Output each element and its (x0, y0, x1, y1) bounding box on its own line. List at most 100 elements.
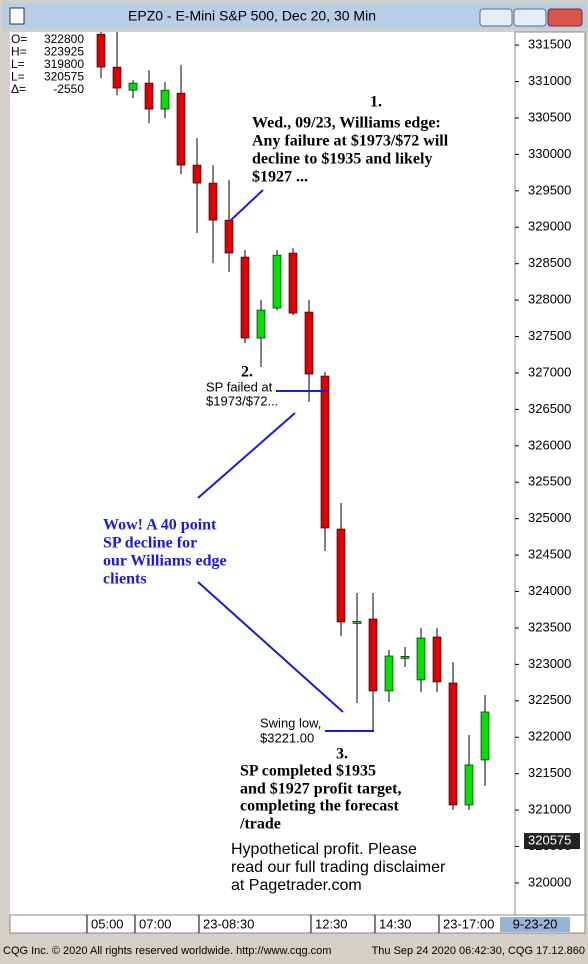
info-value: -2550 (53, 82, 84, 96)
annotation-line: clients (103, 571, 147, 588)
x-tick-label: 12:30 (315, 916, 348, 931)
candle-body (208, 182, 218, 221)
y-tick-label: 326000 (528, 437, 571, 452)
candle-body (144, 82, 154, 110)
y-tick-label: 330000 (528, 146, 571, 161)
x-tick-label: 07:00 (139, 916, 172, 931)
maximize-button[interactable] (513, 8, 547, 27)
disclaimer-line: at Pagetrader.com (231, 877, 362, 894)
candle-body (400, 656, 410, 659)
candle-body (112, 66, 122, 89)
candle-body (336, 528, 346, 623)
candle-body (384, 655, 394, 692)
info-value: 322800 (44, 32, 84, 46)
info-value: 319800 (44, 57, 84, 71)
y-tick-label: 324500 (528, 547, 571, 562)
annotation-line: completing the forecast (240, 798, 399, 815)
y-tick-label: 330500 (528, 109, 571, 124)
y-tick-label: 323000 (528, 656, 571, 671)
candle-body (464, 764, 474, 806)
candle-body (304, 311, 314, 375)
candle-body (416, 637, 426, 681)
y-tick-label: 327500 (528, 328, 571, 343)
y-tick-label: 331500 (528, 37, 571, 52)
candle-body (240, 256, 250, 339)
info-box (10, 33, 86, 99)
x-axis-area (9, 914, 586, 934)
annotation-lines (197, 189, 374, 732)
annotation-line: SP failed at (206, 379, 273, 394)
y-tick-label: 320000 (528, 874, 571, 889)
annotation-number: 2. (241, 364, 253, 381)
y-tick-label: 321500 (528, 765, 571, 780)
x-tick-label: 23-17:00 (443, 916, 494, 931)
candle-body (352, 621, 362, 624)
y-tick-label: 324000 (528, 583, 571, 598)
annotation-line: Wow! A 40 point (103, 517, 217, 534)
info-label: H= (11, 45, 27, 59)
disclaimer-line: read our full trading disclaimer (231, 859, 446, 876)
y-tick-label: 321000 (528, 802, 571, 817)
annotation-line: decline to $1935 and likely (252, 151, 432, 168)
y-tick-label: 325500 (528, 474, 571, 489)
annotation-line: Wed., 09/23, Williams edge: (252, 115, 441, 132)
annotation-number: 1. (370, 94, 382, 111)
candle-body (320, 375, 330, 529)
pointer (197, 581, 344, 713)
x-tick-label: 14:30 (379, 916, 412, 931)
x-tick-label: 05:00 (91, 916, 124, 931)
y-tick-label: 323500 (528, 619, 571, 634)
candle-body (224, 219, 234, 254)
info-label: L= (11, 57, 25, 71)
annotation-line: SP decline for (103, 535, 197, 552)
candle-body (448, 682, 458, 806)
annotation-line: our Williams edge (103, 553, 227, 570)
plot-area (10, 32, 515, 915)
y-tick-label: 328000 (528, 292, 571, 307)
candle-body (96, 33, 106, 68)
y-tick-label: 331000 (528, 73, 571, 88)
info-value: 320575 (44, 70, 84, 84)
candle-body (256, 309, 266, 339)
candle-body (288, 252, 298, 314)
annotation-line: $3221.00 (260, 730, 314, 745)
candle-body (160, 89, 170, 110)
status-left: CQG Inc. © 2020 All rights reserved worl… (3, 945, 331, 957)
candle-body (192, 164, 202, 184)
annotation-line: Any failure at $1973/$72 will (252, 133, 449, 150)
candle-body (272, 254, 282, 309)
y-tick-label: 322500 (528, 692, 571, 707)
annotation-line: Swing low, (260, 715, 321, 730)
candle-body (480, 711, 490, 761)
y-tick-label: 326500 (528, 401, 571, 416)
pointer (230, 189, 264, 221)
candle-body (176, 92, 186, 166)
status-right: Thu Sep 24 2020 06:42:30, CQG 17.12.860 (372, 945, 585, 957)
candle-body (432, 636, 442, 683)
y-tick-label: 329000 (528, 219, 571, 234)
annotation-line: /trade (239, 816, 281, 833)
annotation-number: 3. (336, 746, 348, 763)
close-button[interactable] (547, 8, 583, 27)
app-icon (9, 7, 25, 25)
y-tick-label: 329500 (528, 182, 571, 197)
minimize-button[interactable] (479, 8, 513, 27)
info-value: 323925 (44, 45, 84, 59)
y-tick-label: 328500 (528, 255, 571, 270)
date-box (500, 917, 570, 932)
annotation-line: $1927 ... (252, 169, 308, 186)
last-price-label: 320575 (528, 832, 571, 847)
date-label: 9-23-20 (513, 916, 558, 931)
info-label: Δ= (11, 82, 26, 96)
y-tick-label: 325000 (528, 510, 571, 525)
window-title: EPZ0 - E-Mini S&P 500, Dec 20, 30 Min (128, 8, 376, 24)
annotation-line: SP completed $1935 (240, 763, 376, 780)
y-tick-label: 322000 (528, 729, 571, 744)
disclaimer-line: Hypothetical profit. Please (231, 841, 417, 858)
y-axis-area (514, 31, 586, 916)
x-tick-label: 23-08:30 (203, 916, 254, 931)
pointer (197, 412, 296, 499)
info-label: O= (11, 32, 27, 46)
